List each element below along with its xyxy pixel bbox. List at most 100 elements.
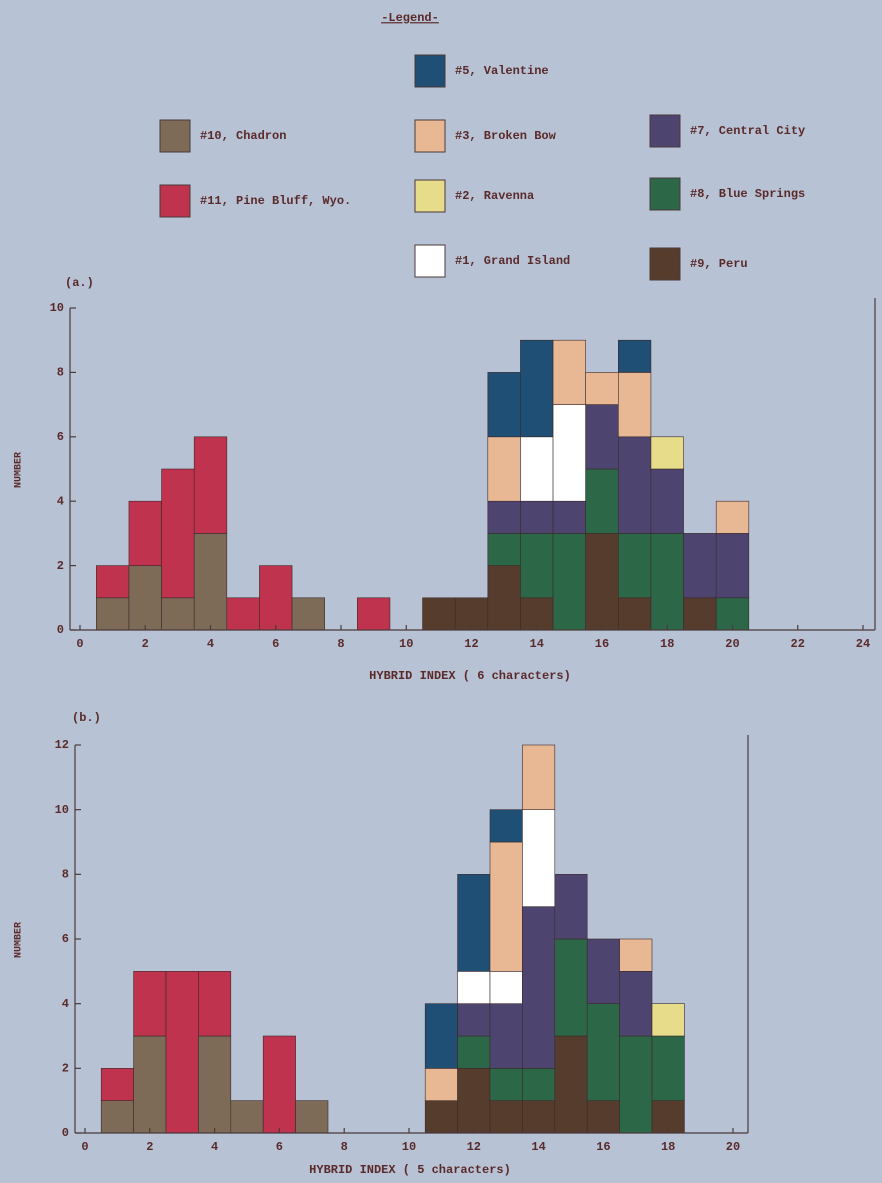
- x-tick-label: 12: [467, 1140, 481, 1154]
- bar-segment: [522, 907, 554, 1069]
- legend-swatch: [650, 248, 680, 280]
- bar-segment: [425, 1068, 457, 1100]
- y-axis-label: NUMBER: [14, 452, 25, 488]
- x-tick-label: 4: [207, 637, 214, 651]
- bar-segment: [553, 405, 586, 502]
- legend-label: #1, Grand Island: [455, 254, 570, 268]
- bar-segment: [101, 1101, 133, 1133]
- x-tick-label: 16: [595, 637, 609, 651]
- bar-segment: [490, 1101, 522, 1133]
- legend-label: #9, Peru: [690, 257, 748, 271]
- bar-segment: [555, 1036, 587, 1133]
- bar-segment: [488, 437, 521, 501]
- bar-segment: [587, 1004, 619, 1101]
- x-tick-label: 16: [596, 1140, 610, 1154]
- bar-segment: [618, 437, 651, 534]
- bar-segment: [458, 1004, 490, 1036]
- bar-segment: [586, 469, 619, 533]
- bar-segment: [618, 533, 651, 597]
- x-tick-label: 24: [856, 637, 870, 651]
- bar-segment: [618, 372, 651, 436]
- panel-label: (b.): [72, 711, 101, 725]
- x-axis-label: HYBRID INDEX ( 5 characters): [309, 1163, 511, 1177]
- bar-segment: [490, 810, 522, 842]
- legend-swatch: [160, 120, 190, 152]
- x-tick-label: 0: [76, 637, 83, 651]
- y-tick-label: 4: [57, 494, 64, 508]
- bar-segment: [620, 939, 652, 971]
- bar-segment: [292, 598, 325, 630]
- bar-segment: [553, 533, 586, 630]
- y-tick-label: 2: [62, 1062, 69, 1076]
- bar-segment: [425, 1101, 457, 1133]
- bar-segment: [620, 1036, 652, 1133]
- bar-segment: [423, 598, 456, 630]
- x-tick-label: 20: [725, 637, 739, 651]
- bar-segment: [490, 971, 522, 1003]
- bar-segment: [522, 745, 554, 810]
- bar-segment: [520, 501, 553, 533]
- bar-segment: [198, 971, 230, 1036]
- bar-segment: [490, 1004, 522, 1069]
- bar-segment: [129, 501, 162, 565]
- x-tick-label: 14: [531, 1140, 545, 1154]
- y-tick-label: 6: [57, 430, 64, 444]
- bar-segment: [716, 533, 749, 597]
- x-tick-label: 8: [341, 1140, 348, 1154]
- bar-segment: [651, 437, 684, 469]
- y-tick-label: 10: [50, 301, 64, 315]
- bar-segment: [652, 1036, 684, 1101]
- bar-segment: [231, 1101, 263, 1133]
- y-tick-label: 10: [55, 803, 69, 817]
- x-tick-label: 6: [272, 637, 279, 651]
- legend-label: #10, Chadron: [200, 129, 286, 143]
- bar-segment: [129, 566, 162, 630]
- bar-segment: [134, 971, 166, 1036]
- legend-swatch: [160, 185, 190, 217]
- legend-label: #8, Blue Springs: [690, 187, 805, 201]
- bar-segment: [618, 598, 651, 630]
- x-tick-label: 18: [660, 637, 674, 651]
- x-tick-label: 12: [464, 637, 478, 651]
- y-tick-label: 0: [62, 1126, 69, 1140]
- y-tick-label: 2: [57, 559, 64, 573]
- y-tick-label: 8: [57, 366, 64, 380]
- bar-segment: [134, 1036, 166, 1133]
- x-tick-label: 2: [142, 637, 149, 651]
- x-tick-label: 6: [276, 1140, 283, 1154]
- x-axis-label: HYBRID INDEX ( 6 characters): [369, 669, 571, 683]
- legend-swatch: [415, 245, 445, 277]
- bar-segment: [520, 533, 553, 597]
- bar-segment: [490, 842, 522, 971]
- legend-swatch: [650, 178, 680, 210]
- panel-label: (a.): [65, 276, 94, 290]
- bar-segment: [684, 598, 717, 630]
- bar-segment: [520, 437, 553, 501]
- bar-segment: [555, 874, 587, 939]
- bar-segment: [488, 566, 521, 630]
- bar-segment: [425, 1004, 457, 1069]
- bar-segment: [555, 939, 587, 1036]
- legend-label: #3, Broken Bow: [455, 129, 557, 143]
- y-tick-label: 4: [62, 997, 69, 1011]
- bar-segment: [586, 533, 619, 630]
- legend-label: #2, Ravenna: [455, 189, 534, 203]
- legend-swatch: [415, 180, 445, 212]
- bar-segment: [490, 1068, 522, 1100]
- x-tick-label: 10: [399, 637, 413, 651]
- bar-segment: [96, 598, 129, 630]
- x-tick-label: 2: [146, 1140, 153, 1154]
- bar-segment: [458, 971, 490, 1003]
- bar-segment: [162, 598, 195, 630]
- bar-segment: [651, 469, 684, 533]
- bar-segment: [522, 810, 554, 907]
- bar-segment: [488, 533, 521, 565]
- bar-segment: [227, 598, 260, 630]
- bar-segment: [162, 469, 195, 598]
- bar-segment: [587, 939, 619, 1004]
- bar-segment: [166, 971, 198, 1133]
- legend-swatch: [415, 120, 445, 152]
- bar-segment: [488, 501, 521, 533]
- bar-segment: [259, 566, 292, 630]
- x-tick-label: 10: [402, 1140, 416, 1154]
